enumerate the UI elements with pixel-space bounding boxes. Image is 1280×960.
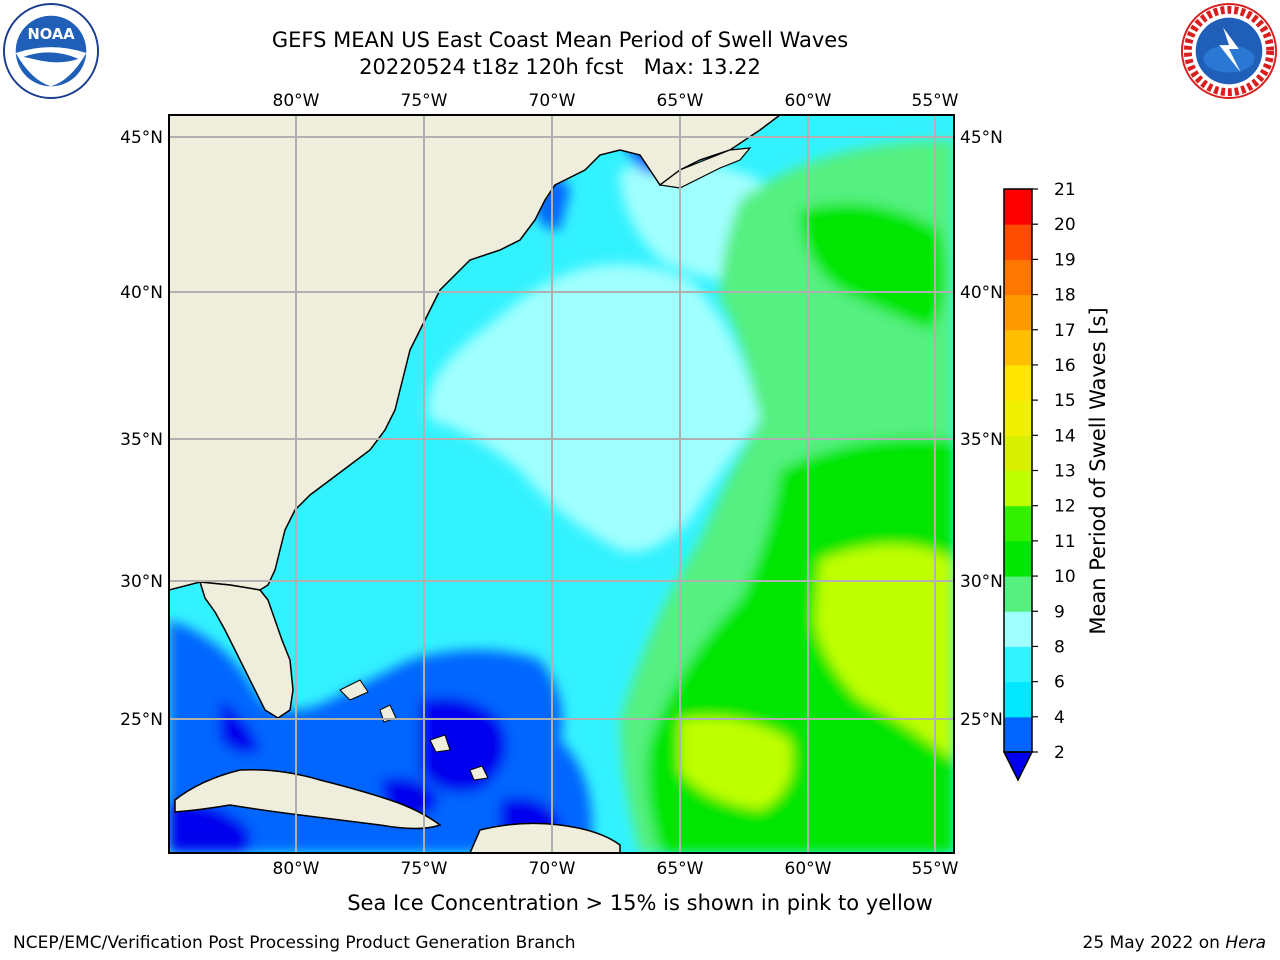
colorbar-tick-label: 21: [1054, 180, 1076, 200]
host-name: Hera: [1225, 933, 1266, 953]
colorbar-tick-label: 10: [1054, 567, 1076, 587]
lat-label-right: 35°N: [960, 430, 1003, 450]
lon-label-bottom: 75°W: [401, 859, 448, 879]
colorbar-bin: [1004, 364, 1032, 401]
sea-ice-note: Sea Ice Concentration > 15% is shown in …: [347, 891, 933, 915]
chart-subtitle: 20220524 t18z 120h fcst Max: 13.22: [359, 55, 761, 79]
lon-label-bottom: 65°W: [657, 859, 704, 879]
colorbar-bin: [1004, 259, 1032, 296]
lon-label-top: 75°W: [401, 91, 448, 111]
chart-title: GEFS MEAN US East Coast Mean Period of S…: [271, 28, 849, 52]
colorbar-tick-label: 4: [1054, 708, 1065, 728]
colorbar-bin: [1004, 646, 1032, 683]
swell-period-field: [169, 115, 954, 853]
colorbar-tick-label: 12: [1054, 497, 1076, 517]
map-frame: [168, 114, 955, 854]
colorbar-bin: [1004, 224, 1032, 260]
colorbar-bin: [1004, 611, 1032, 647]
cuba-land: [174, 768, 442, 830]
colorbar-bin: [1004, 435, 1032, 471]
lat-label-right: 25°N: [960, 710, 1003, 730]
colorbar-label: Mean Period of Swell Waves [s]: [1086, 307, 1110, 634]
colorbar-tick-label: 6: [1054, 673, 1065, 693]
colorbar-bin: [1004, 505, 1032, 542]
lon-label-bottom: 55°W: [912, 859, 959, 879]
colorbar-tick-label: 15: [1054, 391, 1076, 411]
colorbar-bin: [1004, 716, 1032, 753]
lon-label-bottom: 60°W: [785, 859, 832, 879]
colorbar-under-triangle: [1002, 751, 1034, 782]
colorbar-tick-label: 11: [1054, 532, 1076, 552]
florida-land: [198, 581, 294, 719]
colorbar-tick-label: 14: [1054, 426, 1076, 446]
north-america-land: [169, 115, 782, 591]
nws-logo-icon: [1180, 2, 1278, 100]
colorbar-bin: [1004, 189, 1032, 225]
lon-label-bottom: 80°W: [273, 859, 320, 879]
colorbar-tick-label: 9: [1054, 602, 1065, 622]
colorbar-tick-label: 2: [1054, 743, 1065, 763]
svg-text:NOAA: NOAA: [27, 26, 75, 43]
lon-label-top: 55°W: [912, 91, 959, 111]
lon-label-top: 60°W: [785, 91, 832, 111]
colorbar-bin: [1004, 681, 1032, 718]
lon-label-bottom: 70°W: [529, 859, 576, 879]
colorbar-tick-label: 8: [1054, 637, 1065, 657]
colorbar-bin: [1004, 329, 1032, 366]
colorbar-tick-label: 20: [1054, 215, 1076, 235]
colorbar-bin: [1004, 540, 1032, 577]
date-stamp: 25 May 2022 on Hera: [1083, 933, 1267, 953]
colorbar-tick-label: 13: [1054, 462, 1076, 482]
lon-label-top: 80°W: [273, 91, 320, 111]
lat-label-left: 30°N: [120, 572, 163, 592]
colorbar-bin: [1004, 470, 1032, 507]
colorbar-bin: [1004, 400, 1032, 436]
lat-label-left: 45°N: [120, 128, 163, 148]
lat-label-left: 25°N: [120, 710, 163, 730]
nova-scotia-land: [658, 147, 752, 189]
lat-label-right: 40°N: [960, 283, 1003, 303]
colorbar-tick-label: 19: [1054, 250, 1076, 270]
credit-text: NCEP/EMC/Verification Post Processing Pr…: [13, 933, 576, 953]
lat-label-right: 45°N: [960, 128, 1003, 148]
lat-label-left: 40°N: [120, 283, 163, 303]
lat-label-left: 35°N: [120, 430, 163, 450]
colorbar-tick-label: 17: [1054, 321, 1076, 341]
map-graticule: [169, 115, 954, 853]
date-text: 25 May 2022 on: [1082, 933, 1226, 953]
colorbar-bin: [1004, 576, 1032, 612]
colorbar-bin: [1004, 294, 1032, 331]
lat-label-right: 30°N: [960, 572, 1003, 592]
colorbar: 21 20 19 18 17 16 15 14 13 12 11 10 9 8 6 4 2: [1002, 180, 1076, 782]
colorbar-tick-label: 18: [1054, 286, 1076, 306]
colorbar-tick-label: 16: [1054, 356, 1076, 376]
hispaniola-land: [469, 822, 621, 853]
noaa-logo-icon: NOAA: [2, 2, 100, 100]
lon-label-top: 65°W: [657, 91, 704, 111]
lon-label-top: 70°W: [529, 91, 576, 111]
